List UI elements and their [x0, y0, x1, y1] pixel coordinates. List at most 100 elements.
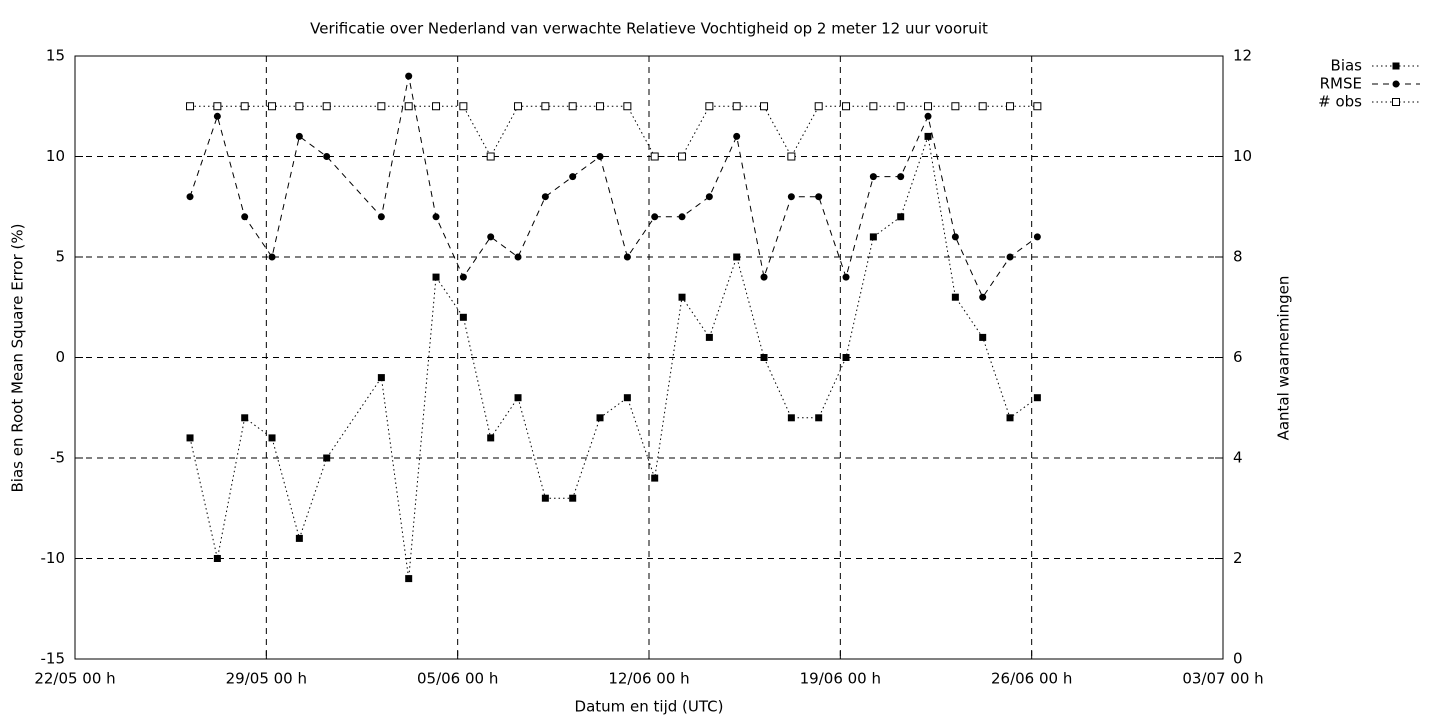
data-point	[432, 273, 440, 281]
data-point	[241, 414, 249, 422]
data-point	[869, 173, 877, 181]
data-point	[924, 112, 932, 120]
y-tick-label: -15	[41, 650, 66, 668]
data-point	[842, 273, 850, 281]
data-point	[979, 293, 987, 301]
data-point	[432, 213, 440, 221]
data-point	[459, 273, 467, 281]
data-point	[924, 132, 932, 140]
data-point	[213, 555, 221, 562]
x-tick-label: 29/05 00 h	[226, 670, 307, 688]
data-point	[268, 253, 276, 261]
data-point	[213, 112, 221, 120]
chart-title: Verificatie over Nederland van verwachte…	[310, 20, 988, 38]
data-point	[1006, 253, 1014, 261]
data-point	[815, 414, 823, 422]
data-point	[760, 273, 768, 281]
data-point	[869, 233, 877, 241]
y-tick-label: 15	[46, 47, 65, 65]
data-point	[978, 102, 987, 111]
data-point	[569, 494, 577, 502]
y2-tick-label: 8	[1233, 248, 1243, 266]
data-point	[596, 153, 604, 160]
data-point	[241, 213, 249, 221]
data-point	[213, 102, 222, 111]
data-point	[405, 575, 413, 583]
x-tick-label: 03/07 00 h	[1182, 670, 1263, 688]
data-point	[596, 414, 604, 422]
data-point	[514, 102, 523, 111]
data-point	[842, 354, 850, 361]
data-point	[268, 434, 276, 442]
data-point	[1006, 102, 1015, 111]
data-point	[897, 213, 905, 221]
data-point	[951, 102, 960, 111]
data-point	[705, 333, 713, 341]
data-point	[1033, 102, 1042, 111]
data-point	[295, 102, 304, 111]
data-point	[240, 102, 249, 111]
data-point	[541, 102, 550, 111]
data-point	[787, 152, 796, 161]
data-point	[815, 193, 823, 201]
data-point	[732, 102, 741, 111]
data-point	[487, 233, 495, 241]
data-point	[897, 173, 905, 181]
legend-marker	[1392, 80, 1400, 88]
y-tick-label: -10	[41, 549, 66, 567]
y2-tick-label: 12	[1233, 47, 1252, 65]
series-line	[190, 105, 1038, 158]
data-point	[377, 102, 386, 111]
legend-marker	[1392, 62, 1400, 70]
data-point	[733, 253, 741, 261]
x-tick-label: 05/06 00 h	[417, 670, 498, 688]
plot-frame	[74, 55, 1224, 660]
data-point	[869, 102, 878, 111]
data-point	[651, 213, 659, 221]
data-point	[432, 102, 441, 111]
data-point	[1033, 233, 1041, 241]
data-point	[186, 193, 194, 201]
data-point	[377, 213, 385, 221]
data-point	[705, 193, 713, 201]
data-point	[678, 213, 686, 221]
data-point	[814, 102, 823, 111]
data-point	[322, 102, 331, 111]
data-point	[1033, 394, 1041, 402]
data-point	[623, 253, 631, 261]
y2-tick-label: 10	[1233, 147, 1252, 165]
y-axis-label: Bias en Root Mean Square Error (%)	[9, 224, 27, 493]
data-point	[623, 102, 632, 111]
x-tick-label: 19/06 00 h	[800, 670, 881, 688]
data-point	[678, 293, 686, 301]
data-point	[951, 293, 959, 301]
data-point	[459, 313, 467, 321]
y-tick-label: 0	[55, 348, 65, 366]
data-point	[924, 102, 933, 111]
y2-tick-label: 4	[1233, 449, 1243, 467]
y2-axis-label: Aantal waarnemingen	[1275, 276, 1293, 441]
data-point	[787, 193, 795, 201]
data-point	[979, 333, 987, 341]
data-point	[186, 102, 195, 111]
data-point	[896, 102, 905, 111]
data-point	[760, 102, 769, 111]
data-point	[487, 434, 495, 442]
x-tick-label: 26/06 00 h	[991, 670, 1072, 688]
data-point	[514, 394, 522, 402]
data-point	[623, 394, 631, 402]
data-point	[705, 102, 714, 111]
legend-marker	[1392, 98, 1400, 106]
x-tick-label: 22/05 00 h	[34, 670, 115, 688]
y-tick-label: -5	[50, 449, 65, 467]
data-point	[951, 233, 959, 241]
data-point	[568, 102, 577, 111]
data-point	[459, 102, 468, 111]
legend-label: # obs	[1318, 93, 1362, 111]
y2-tick-label: 2	[1233, 549, 1243, 567]
data-point	[514, 253, 522, 261]
data-point	[186, 434, 194, 442]
data-point	[486, 152, 495, 161]
data-point	[596, 102, 605, 111]
